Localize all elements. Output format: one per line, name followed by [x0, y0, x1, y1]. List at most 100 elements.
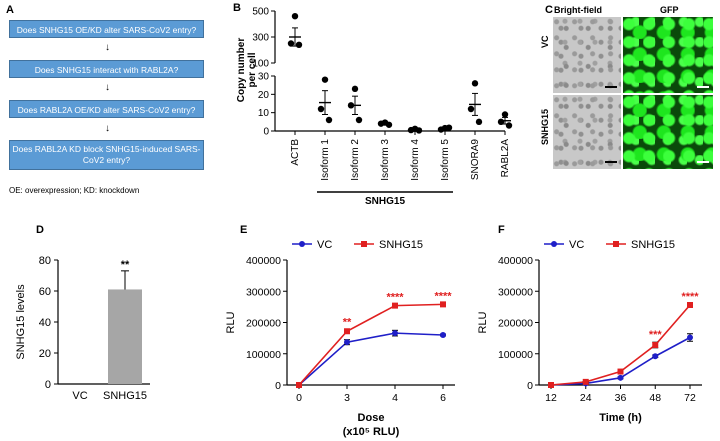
y-tick-label: 400000	[498, 255, 533, 267]
data-point	[295, 41, 303, 48]
x-axis-title: Dose	[358, 412, 385, 424]
data-point	[287, 40, 295, 47]
data-point	[385, 121, 393, 128]
data-point	[291, 13, 299, 20]
data-point	[582, 378, 589, 385]
y-tick-label: 300	[252, 33, 269, 44]
data-point	[652, 353, 659, 360]
x-tick-label: 3	[344, 392, 350, 404]
row-label-snhg15: SNHG15	[540, 108, 550, 145]
data-point	[471, 80, 479, 87]
y-tick-label: 200000	[498, 318, 533, 330]
data-point	[351, 85, 359, 93]
x-tick-label: 0	[296, 392, 302, 404]
flow-footnote: OE: overexpression; KD: knockdown	[9, 186, 140, 195]
significance-label: ****	[386, 291, 404, 303]
data-point	[325, 116, 333, 124]
significance-label: **	[343, 317, 352, 329]
panel-b-letter: B	[233, 2, 241, 14]
data-point	[437, 126, 445, 133]
x-tick-label: 24	[580, 392, 592, 404]
y-tick-label: 500	[252, 7, 269, 18]
x-axis-title: Time (h)	[599, 412, 642, 424]
data-point	[687, 302, 693, 308]
significance-label: ****	[434, 290, 452, 302]
y-axis-title: RLU	[225, 311, 237, 333]
data-point	[317, 105, 325, 113]
y-tick-label: 0	[263, 127, 269, 138]
brightfield-image-snhg15	[553, 95, 621, 169]
series-line	[298, 303, 444, 386]
flow-step-3: Does RABL2A OE/KD alter SARS-CoV2 entry?	[9, 100, 204, 118]
y-tick-label: 100	[252, 59, 269, 70]
x-tick-label: SNHG15	[103, 390, 147, 402]
scale-bar	[605, 161, 617, 163]
panel-b-chart: 0 10 20 30 100 300 500 Copy number per cell ACTB I…	[236, 7, 513, 205]
panel-a-letter: A	[6, 4, 14, 16]
x-tick-label: 12	[545, 392, 557, 404]
data-point	[440, 301, 446, 308]
x-tick-label: 36	[615, 392, 627, 404]
data-point	[497, 118, 505, 126]
y-tick-label: 200000	[246, 318, 281, 330]
data-point	[445, 124, 453, 131]
x-tick-label: Isoform 5	[440, 139, 451, 181]
bar	[108, 289, 142, 384]
group-label: SNHG15	[365, 196, 405, 205]
data-point	[377, 120, 385, 127]
y-tick-label: 60	[39, 286, 51, 298]
y-axis-title: SNHG15 levels	[15, 284, 27, 360]
data-point	[652, 342, 659, 348]
legend-label-snhg15: SNHG15	[631, 239, 675, 251]
data-point	[415, 127, 423, 134]
data-point	[505, 122, 513, 129]
significance-label: ***	[649, 329, 663, 341]
scale-bar	[605, 86, 617, 88]
x-tick-label: Isoform 1	[320, 139, 331, 181]
panel-f-chart: 0 100000 200000 300000 400000 RLU 12 24 36 48 72 Ti…	[477, 239, 702, 424]
panel-c-letter: C	[545, 4, 553, 16]
panel-f-letter: F	[498, 224, 505, 236]
legend-label-snhg15: SNHG15	[379, 239, 423, 251]
y-tick-label: 300000	[246, 286, 281, 298]
data-point	[475, 118, 483, 126]
x-axis-title-line2: (x10⁵ RLU)	[343, 426, 400, 438]
x-tick-label: Isoform 2	[350, 139, 361, 181]
scale-bar	[697, 161, 709, 163]
x-tick-label: Isoform 4	[410, 139, 421, 181]
gfp-image-vc	[623, 17, 713, 93]
y-tick-label: 20	[258, 90, 270, 101]
data-point	[344, 339, 350, 346]
data-point	[440, 332, 446, 338]
y-tick-label: 100000	[498, 349, 533, 361]
data-point	[296, 382, 302, 388]
data-point	[392, 330, 398, 337]
y-tick-label: 10	[258, 108, 270, 119]
y-tick-label: 30	[258, 72, 270, 83]
legend-marker-vc	[299, 241, 305, 247]
legend-label-vc: VC	[317, 239, 332, 251]
panel-e-letter: E	[240, 224, 248, 236]
y-tick-label: 100000	[246, 349, 281, 361]
x-tick-label: 6	[440, 392, 446, 404]
x-tick-label: Isoform 3	[380, 139, 391, 181]
panel-e-chart: 0 100000 200000 300000 400000 RLU 0 3 4 6 Dose (x10…	[225, 239, 455, 438]
brightfield-image-vc	[553, 17, 621, 93]
panel-d-letter: D	[36, 224, 44, 236]
data-point	[344, 328, 350, 335]
data-point	[501, 111, 509, 118]
y-tick-label: 20	[39, 348, 51, 360]
data-point	[392, 302, 398, 309]
data-point	[548, 382, 554, 388]
x-tick-label: SNORA9	[470, 139, 481, 181]
flow-step-4: Does RABL2A KD block SNHG15-induced SARS…	[9, 140, 204, 170]
data-point	[687, 334, 693, 341]
y-tick-label: 40	[39, 317, 51, 329]
row-label-vc: VC	[540, 35, 550, 48]
legend-marker-vc	[551, 241, 557, 247]
significance-label: ****	[681, 291, 699, 303]
y-tick-label: 80	[39, 255, 51, 267]
y-tick-label: 0	[275, 380, 281, 392]
x-tick-label: RABL2A	[500, 139, 511, 178]
y-tick-label: 400000	[246, 255, 281, 267]
